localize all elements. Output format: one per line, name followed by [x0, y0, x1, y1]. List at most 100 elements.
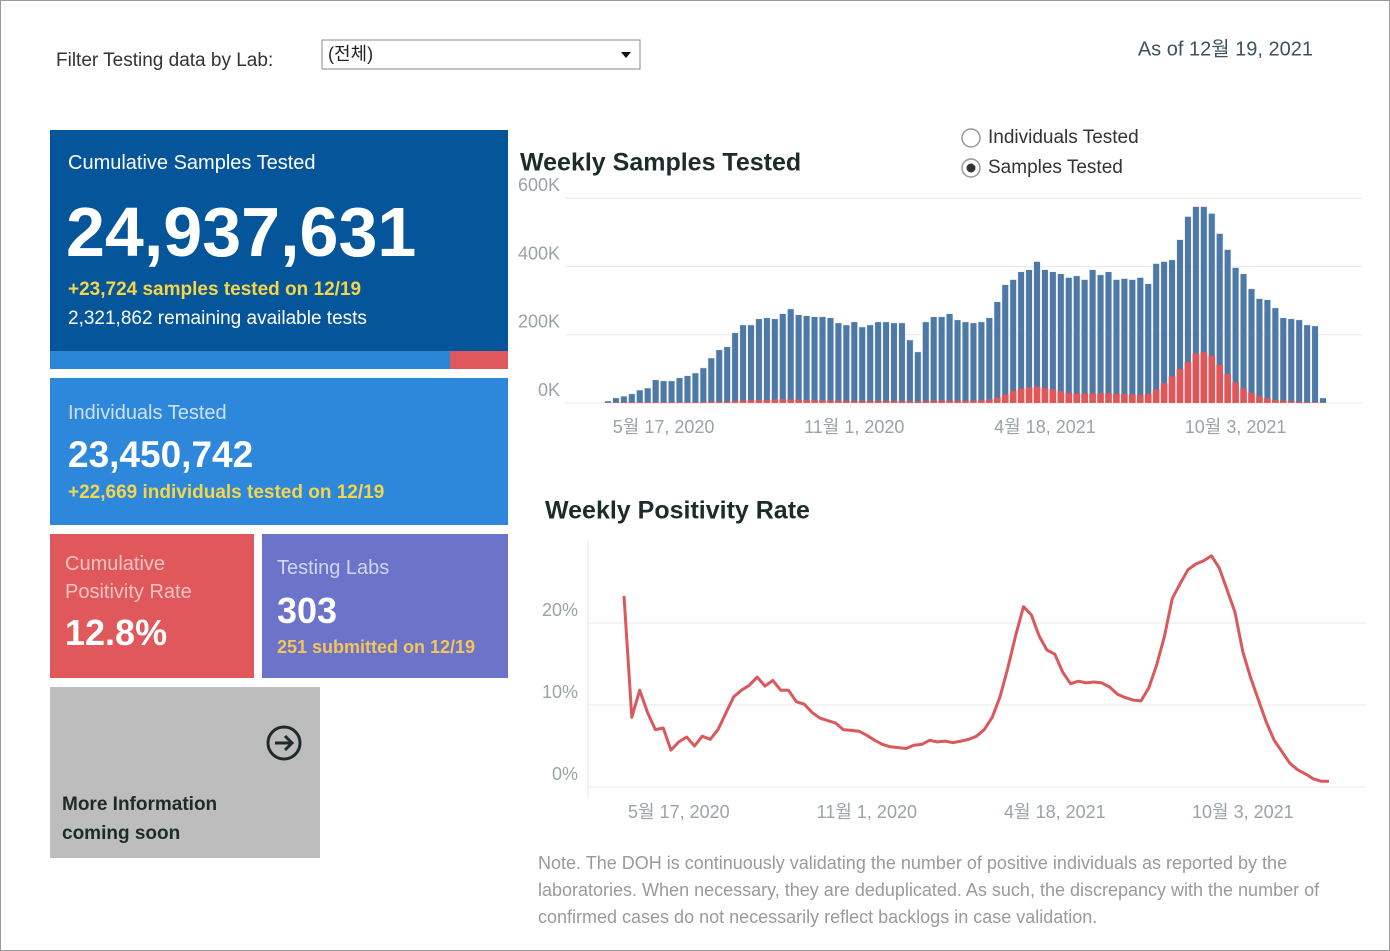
- bar: [1303, 324, 1311, 404]
- radio-label[interactable]: Samples Tested: [988, 157, 1123, 178]
- bar: [922, 321, 930, 404]
- bar: [1057, 391, 1065, 403]
- bar: [1216, 364, 1224, 403]
- bar: [1097, 393, 1104, 403]
- bar: [787, 399, 795, 403]
- bar: [882, 400, 890, 403]
- bar: [771, 399, 779, 403]
- bar: [1160, 383, 1168, 403]
- more-info-line: coming soon: [62, 823, 181, 844]
- bar: [795, 314, 803, 404]
- bar: [874, 400, 882, 403]
- bar: [1081, 279, 1089, 404]
- bar: [1017, 388, 1025, 403]
- bar: [842, 324, 850, 404]
- progress-remaining: [450, 351, 508, 369]
- bar: [1295, 319, 1303, 404]
- bar: [1001, 394, 1009, 403]
- bar: [1303, 401, 1311, 403]
- x-tick-label: 11월 1, 2020: [804, 417, 904, 437]
- bar: [850, 400, 858, 403]
- bar: [1057, 273, 1065, 404]
- more-info-card[interactable]: More Information coming soon: [50, 687, 320, 858]
- bar: [969, 322, 978, 404]
- radio-button[interactable]: [961, 128, 981, 148]
- y-tick-label: 0%: [552, 764, 578, 784]
- bar: [715, 401, 723, 403]
- bar: [898, 322, 906, 404]
- dropdown-value[interactable]: (전체): [328, 44, 373, 64]
- bar: [675, 377, 684, 404]
- bar: [906, 339, 914, 404]
- as-of-date: As of 12월 19, 2021: [1138, 37, 1313, 60]
- bar: [691, 372, 699, 404]
- x-tick-label: 4월 18, 2021: [1004, 802, 1106, 822]
- bar: [1239, 273, 1248, 404]
- bar: [779, 313, 787, 404]
- bar: [1168, 376, 1176, 403]
- bar: [993, 397, 1001, 403]
- x-tick-label: 5월 17, 2020: [628, 802, 730, 822]
- bar: [1129, 394, 1136, 403]
- y-tick-label: 20%: [542, 600, 578, 620]
- individuals-card: Individuals Tested 23,450,742 +22,669 in…: [50, 378, 508, 525]
- bar: [1256, 396, 1263, 403]
- bar: [1017, 271, 1025, 404]
- bar: [914, 401, 922, 403]
- card-value: 303: [277, 590, 338, 631]
- labs-card: Testing Labs 303 251 submitted on 12/19: [262, 534, 508, 678]
- bar: [858, 400, 866, 403]
- bar: [628, 393, 636, 404]
- bar: [1104, 271, 1113, 404]
- bar: [1120, 278, 1128, 404]
- bar: [731, 400, 739, 403]
- bar: [946, 313, 954, 404]
- bar: [660, 380, 668, 404]
- bar: [954, 400, 961, 403]
- bar: [612, 402, 620, 403]
- positivity-card: Cumulative Positivity Rate 12.8%: [50, 534, 254, 678]
- radio-dot[interactable]: [966, 163, 976, 173]
- bar: [1081, 393, 1088, 403]
- dropdown[interactable]: [321, 39, 641, 70]
- bar: [620, 402, 628, 403]
- bar: [946, 400, 953, 403]
- bar: [1033, 386, 1041, 403]
- bar: [803, 399, 810, 403]
- bar: [1009, 279, 1017, 404]
- card-remaining: 2,321,862 remaining available tests: [68, 308, 367, 329]
- dropdown-arrow[interactable]: [621, 52, 631, 58]
- bar: [1065, 392, 1073, 403]
- arrow-icon[interactable]: [264, 725, 304, 765]
- bar: [866, 400, 874, 403]
- bar: [1121, 393, 1128, 403]
- more-info-line: More Information: [62, 794, 218, 815]
- bar: [1089, 269, 1097, 404]
- card-value: 24,937,631: [66, 193, 417, 271]
- bar: [811, 400, 818, 403]
- bar: [938, 316, 946, 404]
- bar: [1311, 325, 1319, 404]
- bar: [660, 401, 667, 403]
- bar: [1255, 298, 1264, 404]
- radio-label[interactable]: Individuals Tested: [988, 127, 1139, 148]
- bar: [700, 401, 707, 403]
- bar: [1136, 394, 1144, 403]
- bar: [644, 387, 652, 404]
- bar: [755, 399, 763, 403]
- bar: [1025, 269, 1033, 404]
- bar: [1105, 393, 1112, 403]
- x-tick-label: 10월 3, 2021: [1185, 417, 1287, 437]
- bar: [1065, 277, 1073, 404]
- bar: [684, 401, 691, 403]
- bar: [986, 399, 993, 403]
- bar: [628, 401, 636, 403]
- bar: [1073, 275, 1081, 404]
- bar: [763, 317, 771, 404]
- bar: [1152, 389, 1160, 403]
- note: Note. The DOH is continuously validating…: [538, 853, 1320, 927]
- samples-card: Cumulative Samples Tested 24,937,631 +23…: [50, 130, 508, 351]
- bar: [636, 401, 644, 403]
- bar: [827, 400, 834, 403]
